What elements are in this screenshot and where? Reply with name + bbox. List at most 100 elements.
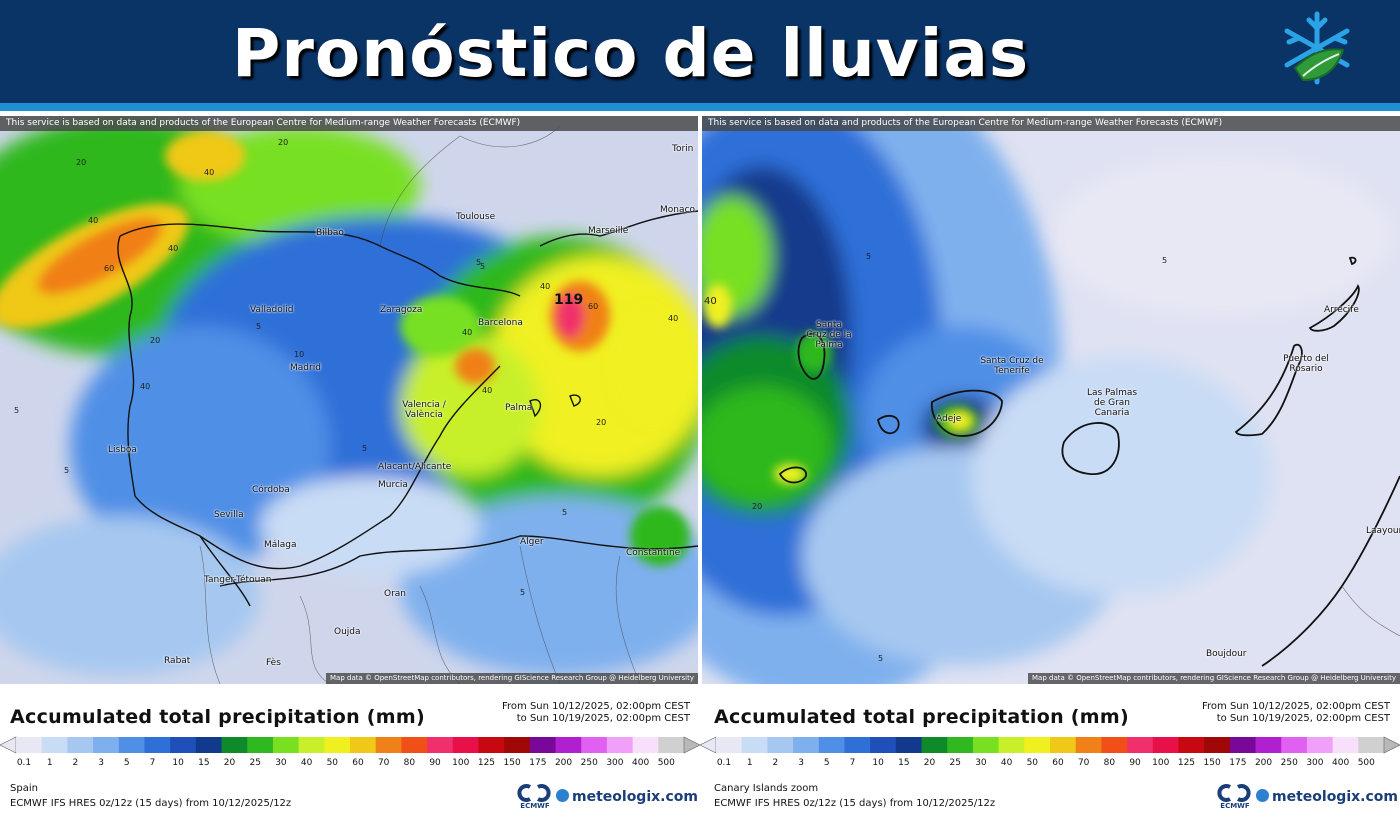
ecmwf-label: ECMWF	[520, 802, 550, 810]
city-label: Madrid	[290, 363, 321, 373]
legend-title: Accumulated total precipitation (mm)	[10, 706, 425, 728]
map-panel-canary-islands[interactable]: Santa Cruz de la Palma Santa Cruz de Ten…	[702, 116, 1400, 684]
color-swatch	[555, 737, 582, 753]
ecmwf-credit-top: This service is based on data and produc…	[702, 116, 1400, 131]
city-label: Rabat	[164, 656, 191, 666]
scale-tick-label: 70	[377, 758, 390, 768]
ecmwf-credit-top: This service is based on data and produc…	[0, 116, 698, 131]
color-scale-bar	[700, 736, 1400, 754]
color-swatch	[844, 737, 871, 753]
city-label: Zaragoza	[380, 305, 423, 315]
contour-value: 5	[866, 252, 872, 261]
contour-value: 5	[1162, 256, 1168, 265]
color-swatch	[658, 737, 685, 753]
city-label: Barcelona	[478, 318, 523, 328]
city-label: Tanger-Tétouan	[204, 575, 272, 585]
meteologix-icon	[556, 789, 569, 802]
color-scale-bar	[0, 736, 700, 754]
city-label: Valladolid	[250, 305, 294, 315]
scale-tick-label: 70	[1077, 758, 1090, 768]
scale-arrow-left	[0, 736, 17, 754]
scale-tick-label: 15	[198, 758, 210, 768]
scale-tick-label: 40	[1000, 758, 1013, 768]
scale-tick-label: 40	[300, 758, 313, 768]
color-swatch	[1229, 737, 1257, 753]
scale-tick-label: 2	[72, 758, 79, 768]
map-credit-bottom: Map data © OpenStreetMap contributors, r…	[326, 673, 698, 684]
ecmwf-logo: ECMWF	[1216, 784, 1254, 812]
city-label: Toulouse	[456, 212, 496, 222]
contour-value: 40	[88, 216, 99, 225]
color-swatch	[895, 737, 923, 753]
ecmwf-icon	[1217, 784, 1251, 802]
contour-value: 40	[540, 282, 551, 291]
scale-tick-label: 175	[529, 758, 547, 768]
color-swatch	[350, 737, 377, 753]
scale-tick-label: 25	[249, 758, 261, 768]
scale-tick-label: 500	[657, 758, 675, 768]
scale-tick-label: 300	[1306, 758, 1324, 768]
city-label: Marseille	[588, 226, 629, 236]
color-swatch	[144, 737, 171, 753]
color-swatch	[606, 737, 634, 753]
scale-tick-label: 10	[872, 758, 884, 768]
scale-tick-label: 250	[1280, 758, 1298, 768]
color-swatch	[401, 737, 428, 753]
color-swatch	[1127, 737, 1154, 753]
scale-tick-label: 30	[275, 758, 287, 768]
color-swatch	[1152, 737, 1179, 753]
city-label: Murcia	[378, 480, 408, 490]
city-label: Málaga	[264, 540, 297, 550]
city-label: Alacant/Alicante	[378, 462, 452, 472]
scale-tick-label: 80	[1103, 758, 1116, 768]
contour-value: 40	[668, 314, 679, 323]
color-swatch	[716, 737, 743, 753]
color-swatch	[793, 737, 820, 753]
color-swatch	[767, 737, 794, 753]
color-swatch	[632, 737, 659, 753]
contour-value: 5	[520, 588, 526, 597]
scale-tick-label: 7	[849, 758, 856, 768]
scale-tick-label: 5	[123, 758, 130, 768]
color-swatch	[1075, 737, 1102, 753]
contour-value: 40	[168, 244, 179, 253]
scale-tick-label: 125	[477, 758, 496, 768]
contour-value: 20	[752, 502, 763, 511]
city-label: Arrecife	[1324, 305, 1359, 315]
scale-tick-label: 3	[98, 758, 104, 768]
city-label: Oujda	[334, 627, 361, 637]
city-label: Boujdour	[1206, 649, 1247, 659]
legend-date-range: From Sun 10/12/2025, 02:00pm CEST to Sun…	[1202, 701, 1390, 725]
scale-tick-label: 3	[798, 758, 804, 768]
map-panel-spain[interactable]: Torin Monaco Toulouse Marseille Bilbao V…	[0, 116, 698, 684]
scale-tick-label: 300	[606, 758, 624, 768]
scale-tick-label: 2	[772, 758, 779, 768]
model-run-info: ECMWF IFS HRES 0z/12z (15 days) from 10/…	[714, 798, 996, 809]
scale-tick-label: 50	[326, 758, 339, 768]
scale-tick-label: 100	[1152, 758, 1170, 768]
contour-value: 60	[588, 302, 599, 311]
scale-tick-label: 200	[1254, 758, 1273, 768]
scale-tick-label: 125	[1177, 758, 1196, 768]
contour-value: 5	[562, 508, 568, 517]
city-label: Valencia / València	[402, 400, 446, 420]
scale-tick-label: 400	[632, 758, 650, 768]
color-swatch	[947, 737, 974, 753]
color-swatch	[741, 737, 768, 753]
legend-from-date: From Sun 10/12/2025, 02:00pm CEST	[1202, 701, 1390, 712]
scale-tick-label: 80	[403, 758, 416, 768]
color-swatch	[1332, 737, 1359, 753]
scale-tick-label: 30	[975, 758, 987, 768]
color-swatch	[67, 737, 94, 753]
meteologix-icon	[1256, 789, 1269, 802]
city-label: Oran	[384, 589, 407, 599]
contour-value: 5	[480, 262, 486, 271]
color-swatch	[247, 737, 274, 753]
color-swatch	[221, 737, 248, 753]
contour-value: 40	[704, 296, 717, 307]
color-swatch	[1306, 737, 1334, 753]
color-swatch	[1281, 737, 1308, 753]
contour-value: 5	[256, 322, 262, 331]
scale-tick-label: 60	[1052, 758, 1064, 768]
legend-title: Accumulated total precipitation (mm)	[714, 706, 1129, 728]
